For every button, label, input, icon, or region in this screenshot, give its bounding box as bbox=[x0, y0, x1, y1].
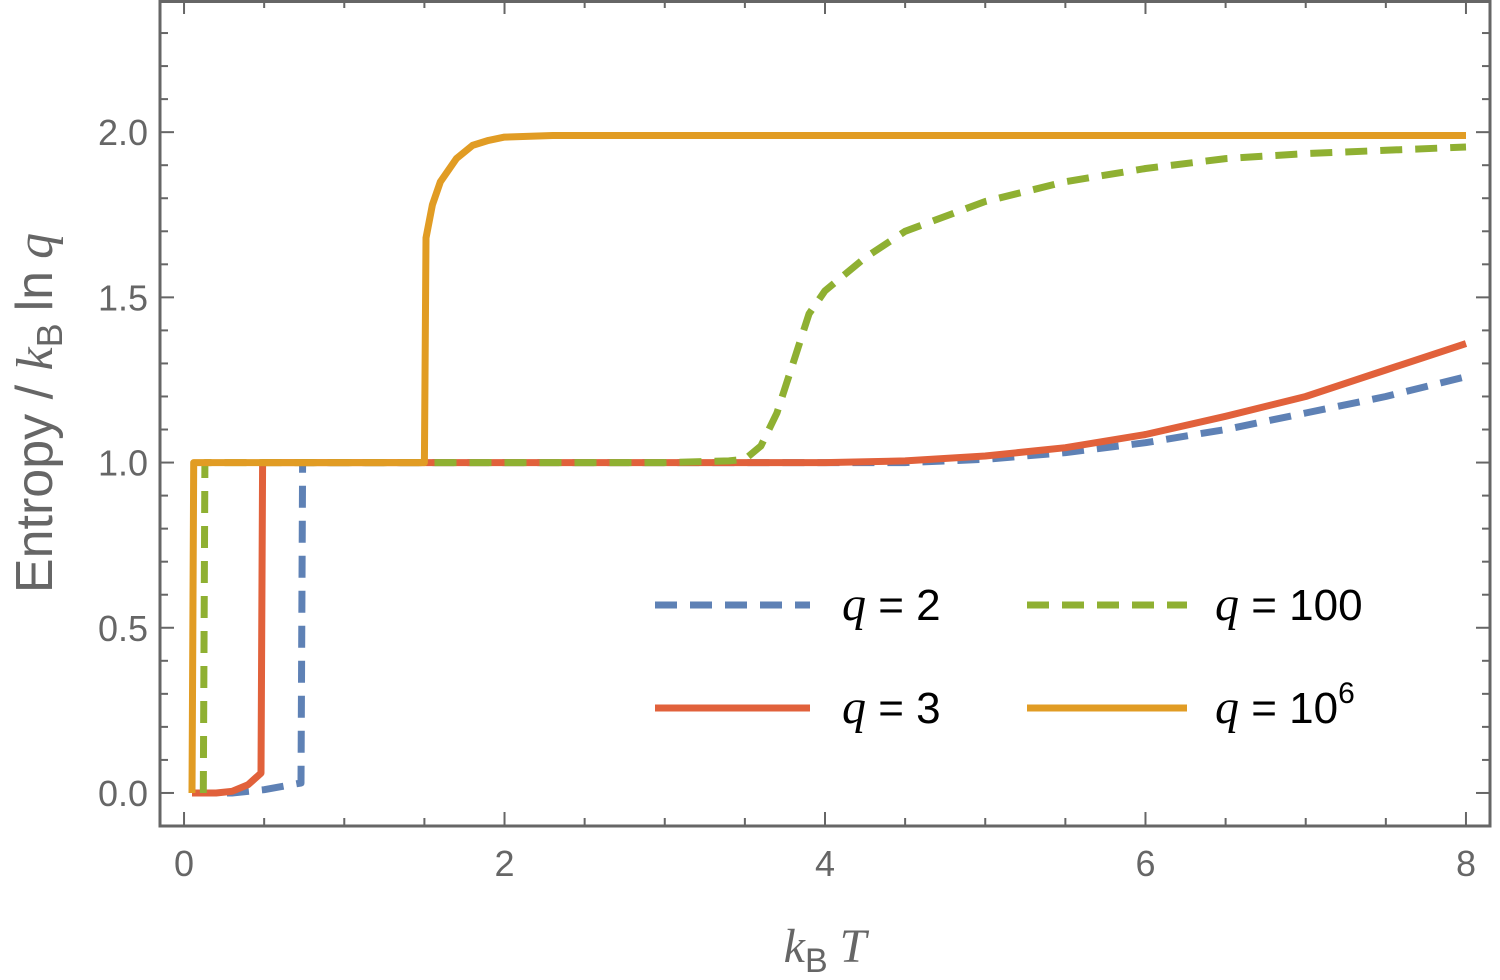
y-axis-title: Entropy / kBlnq bbox=[6, 233, 70, 593]
series-line-3 bbox=[188, 132, 1466, 794]
legend-entry-2: q = 100 bbox=[1027, 578, 1363, 631]
y-tick-label: 0.0 bbox=[98, 773, 148, 814]
x-axis-title: kB T bbox=[784, 920, 870, 980]
series-layer bbox=[188, 132, 1468, 797]
series-line-2 bbox=[199, 143, 1467, 794]
y-tick-label: 2.0 bbox=[98, 112, 148, 153]
x-tick-label: 6 bbox=[1135, 843, 1155, 884]
legend-label: q = 2 bbox=[842, 578, 941, 631]
x-axis-label: kB T bbox=[784, 920, 870, 980]
x-tick-label: 8 bbox=[1456, 843, 1476, 884]
legend-label: q = 100 bbox=[1215, 578, 1363, 631]
y-axis-label: Entropy / kBlnq bbox=[6, 233, 70, 593]
x-tick-label: 4 bbox=[815, 843, 835, 884]
legend-entry-3: q = 106 bbox=[1027, 677, 1355, 734]
series-line-1 bbox=[192, 340, 1468, 797]
legend: q = 2 q = 3 q = 100 q = 106 bbox=[655, 578, 1363, 734]
ticks-layer: 0 2 4 6 8 0.0 0.5 1.0 1.5 2.0 bbox=[98, 0, 1490, 884]
x-tick-label: 0 bbox=[174, 843, 194, 884]
x-tick-label: 2 bbox=[495, 843, 515, 884]
legend-entry-0: q = 2 bbox=[655, 578, 941, 631]
legend-label: q = 3 bbox=[842, 681, 941, 734]
y-tick-label: 1.0 bbox=[98, 443, 148, 484]
y-tick-label: 0.5 bbox=[98, 608, 148, 649]
y-tick-label: 1.5 bbox=[98, 277, 148, 318]
legend-entry-1: q = 3 bbox=[655, 681, 941, 734]
legend-label: q = 106 bbox=[1215, 677, 1355, 734]
